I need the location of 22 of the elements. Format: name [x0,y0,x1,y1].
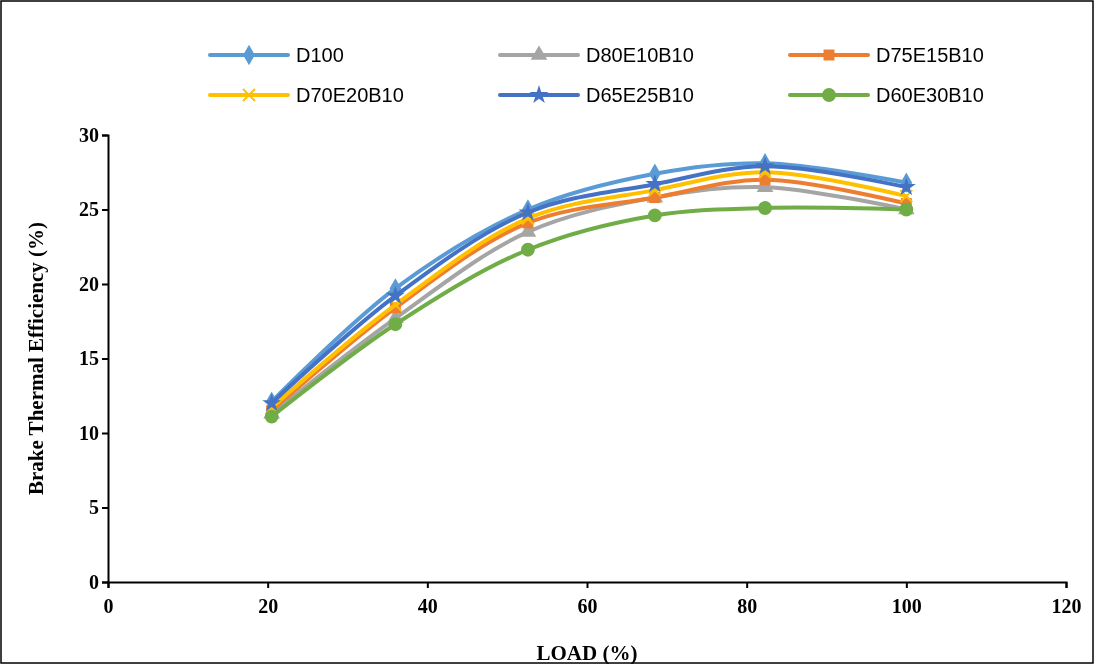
x-tick-label: 80 [737,595,758,617]
y-axis-title: Brake Thermal Efficiency (%) [24,221,48,496]
y-tick-label: 0 [89,570,99,593]
x-tick-label: 20 [258,595,279,617]
y-tick-label: 5 [89,496,99,519]
x-axis-title: LOAD (%) [536,641,638,664]
y-tick-label: 10 [79,421,99,444]
legend-label: D65E25B10 [586,84,694,106]
legend-label: D70E20B10 [296,84,404,106]
y-tick-label: 15 [79,347,99,370]
x-tick-label: 0 [103,595,114,617]
y-tick-label: 20 [79,272,99,295]
legend-label: D75E15B10 [876,44,984,66]
legend-label: D60E30B10 [876,84,984,106]
x-tick-label: 60 [577,595,598,617]
x-tick-label: 40 [417,595,438,617]
x-tick-label: 100 [891,595,922,617]
legend-label: D80E10B10 [586,44,694,66]
x-tick-label: 120 [1051,595,1082,617]
y-tick-label: 30 [79,123,99,146]
legend-label: D100 [296,44,344,66]
y-tick-label: 25 [79,198,99,221]
